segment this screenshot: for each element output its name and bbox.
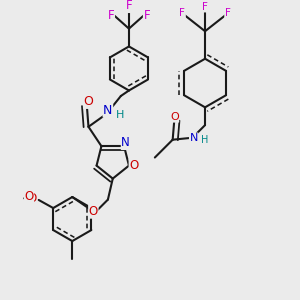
Text: F: F [143, 9, 150, 22]
Text: H: H [116, 110, 124, 120]
Text: F: F [108, 9, 115, 22]
Text: O: O [129, 159, 138, 172]
Text: N: N [121, 136, 130, 149]
Text: O: O [28, 192, 37, 205]
Text: N: N [190, 133, 198, 143]
Text: O: O [83, 95, 93, 108]
Text: F: F [179, 8, 185, 18]
Text: N: N [103, 104, 112, 117]
Text: F: F [126, 0, 132, 13]
Text: O: O [170, 112, 179, 122]
Text: F: F [225, 8, 231, 18]
Text: F: F [202, 2, 208, 12]
Text: O: O [89, 205, 98, 218]
Text: H: H [201, 135, 209, 145]
Text: O: O [24, 190, 34, 202]
